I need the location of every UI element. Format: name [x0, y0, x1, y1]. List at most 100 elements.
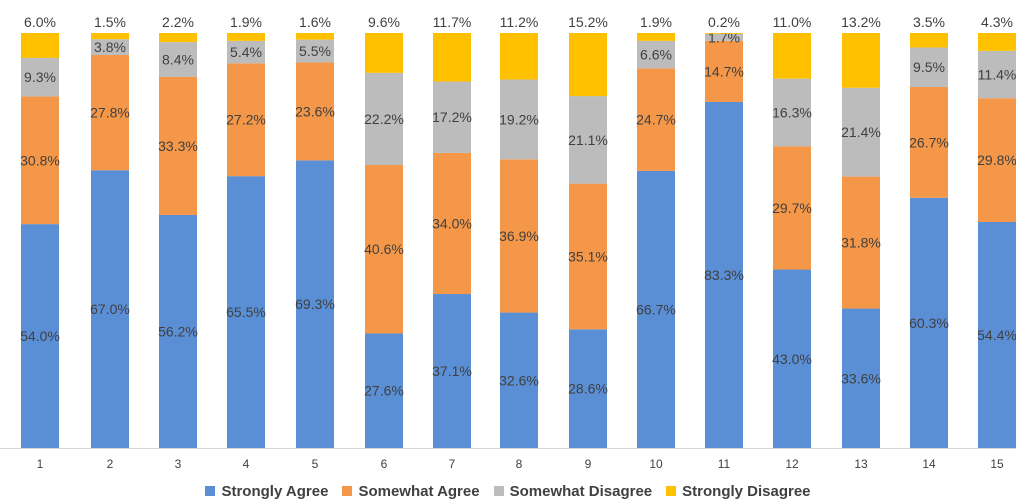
legend-label: Somewhat Disagree — [509, 482, 653, 500]
data-label-somewhat-agree-9: 35.1% — [568, 248, 608, 264]
legend-item-somewhat-disagree: Somewhat Disagree — [493, 482, 653, 500]
bar-somewhat-disagree-13 — [842, 87, 880, 177]
data-label-strongly-disagree-4: 1.9% — [230, 14, 262, 30]
bar-somewhat-agree-2 — [91, 54, 129, 171]
data-label-somewhat-agree-6: 40.6% — [364, 241, 404, 257]
bar-somewhat-agree-6 — [365, 164, 403, 334]
data-label-somewhat-agree-11: 14.7% — [704, 63, 744, 79]
bar-strongly-agree-14 — [910, 197, 948, 448]
bar-strongly-agree-1 — [21, 224, 59, 448]
data-label-strongly-disagree-7: 11.7% — [433, 14, 472, 30]
x-tick-label: 15 — [990, 457, 1004, 471]
bar-strongly-disagree-11 — [705, 33, 743, 34]
bar-strongly-agree-15 — [978, 222, 1016, 448]
x-tick-label: 7 — [449, 457, 456, 471]
data-label-somewhat-disagree-13: 21.4% — [841, 124, 881, 140]
data-label-somewhat-agree-3: 33.3% — [158, 138, 198, 154]
data-label-somewhat-agree-4: 27.2% — [226, 112, 266, 128]
bar-strongly-disagree-12 — [773, 33, 811, 79]
chart-legend: Strongly Agree Somewhat Agree Somewhat Dis… — [0, 482, 1016, 500]
data-label-somewhat-disagree-11: 1.7% — [708, 29, 740, 45]
data-label-somewhat-agree-8: 36.9% — [499, 228, 539, 244]
x-tick-label: 12 — [785, 457, 799, 471]
data-label-somewhat-disagree-12: 16.3% — [772, 104, 812, 120]
bar-somewhat-disagree-2 — [91, 39, 129, 55]
bar-strongly-disagree-2 — [91, 33, 129, 40]
data-label-strongly-disagree-2: 1.5% — [94, 14, 126, 30]
bar-somewhat-disagree-9 — [569, 96, 607, 184]
legend-item-somewhat-agree: Somewhat Agree — [342, 482, 480, 500]
data-label-somewhat-disagree-7: 17.2% — [432, 109, 472, 125]
bar-somewhat-agree-14 — [910, 86, 948, 198]
bar-strongly-disagree-6 — [365, 33, 403, 73]
bar-somewhat-agree-5 — [296, 62, 334, 161]
data-label-strongly-disagree-12: 11.0% — [773, 14, 812, 30]
x-tick-label: 5 — [312, 457, 319, 471]
data-label-somewhat-disagree-9: 21.1% — [568, 132, 608, 148]
data-label-strongly-agree-4: 65.5% — [226, 304, 266, 320]
data-label-somewhat-disagree-8: 19.2% — [499, 111, 539, 127]
data-label-strongly-agree-8: 32.6% — [499, 372, 539, 388]
data-label-somewhat-agree-13: 31.8% — [841, 235, 881, 251]
bar-strongly-agree-13 — [842, 308, 880, 448]
data-label-somewhat-disagree-5: 5.5% — [299, 43, 331, 59]
legend-swatch — [342, 486, 353, 496]
bar-somewhat-agree-4 — [227, 63, 265, 177]
bar-somewhat-agree-11 — [705, 40, 743, 102]
data-label-somewhat-disagree-1: 9.3% — [24, 69, 56, 85]
data-label-strongly-disagree-11: 0.2% — [708, 14, 740, 30]
legend-label: Somewhat Agree — [358, 482, 480, 500]
data-label-strongly-agree-12: 43.0% — [772, 351, 812, 367]
data-label-somewhat-agree-12: 29.7% — [772, 200, 812, 216]
data-label-strongly-agree-5: 69.3% — [295, 296, 335, 312]
x-tick-label: 10 — [649, 457, 663, 471]
data-label-strongly-agree-3: 56.2% — [158, 324, 198, 340]
bar-strongly-agree-2 — [91, 170, 129, 448]
x-tick-label: 2 — [107, 457, 114, 471]
bar-somewhat-disagree-1 — [21, 57, 59, 97]
bar-strongly-agree-9 — [569, 329, 607, 448]
data-label-somewhat-disagree-15: 11.4% — [978, 67, 1016, 83]
bar-strongly-disagree-15 — [978, 33, 1016, 51]
data-label-somewhat-disagree-14: 9.5% — [913, 59, 945, 75]
legend-swatch — [666, 486, 677, 496]
bar-strongly-agree-3 — [159, 215, 197, 448]
data-label-strongly-disagree-1: 6.0% — [24, 14, 56, 30]
bar-strongly-agree-7 — [433, 294, 471, 448]
x-tick-label: 1 — [37, 457, 44, 471]
legend-item-strongly-disagree: Strongly Disagree — [666, 482, 811, 500]
bar-strongly-disagree-9 — [569, 33, 607, 97]
bar-strongly-disagree-1 — [21, 33, 59, 58]
stacked-bar-chart: 54.0%30.8%9.3%6.0%167.0%27.8%3.8%1.5%256… — [0, 14, 1016, 471]
bar-somewhat-agree-10 — [637, 68, 675, 171]
data-label-strongly-disagree-5: 1.6% — [299, 14, 331, 30]
data-label-strongly-disagree-8: 11.2% — [500, 14, 539, 30]
legend-swatch — [493, 486, 504, 496]
x-tick-label: 4 — [243, 457, 250, 471]
data-label-somewhat-disagree-10: 6.6% — [640, 47, 672, 63]
bar-somewhat-disagree-5 — [296, 39, 334, 63]
bar-strongly-agree-8 — [500, 312, 538, 448]
bar-strongly-disagree-14 — [910, 33, 948, 48]
data-label-strongly-agree-6: 27.6% — [364, 383, 404, 399]
data-label-strongly-disagree-15: 4.3% — [981, 14, 1013, 30]
bar-somewhat-agree-13 — [842, 176, 880, 309]
bar-strongly-agree-6 — [365, 333, 403, 448]
data-label-strongly-agree-7: 37.1% — [432, 363, 472, 379]
legend-label: Strongly Agree — [221, 482, 329, 500]
data-label-strongly-agree-15: 54.4% — [977, 327, 1016, 343]
bar-somewhat-agree-12 — [773, 146, 811, 270]
bar-somewhat-disagree-10 — [637, 40, 675, 69]
data-label-strongly-agree-11: 83.3% — [704, 267, 744, 283]
bar-strongly-agree-10 — [637, 170, 675, 449]
legend-swatch — [205, 486, 216, 496]
data-label-strongly-disagree-13: 13.2% — [841, 14, 881, 30]
bar-strongly-disagree-5 — [296, 33, 334, 40]
data-label-somewhat-agree-14: 26.7% — [909, 134, 949, 150]
bar-strongly-agree-4 — [227, 176, 265, 449]
legend-label: Strongly Disagree — [682, 482, 811, 500]
data-label-strongly-agree-2: 67.0% — [90, 301, 130, 317]
bar-somewhat-agree-1 — [21, 96, 59, 225]
data-label-strongly-disagree-9: 15.2% — [568, 14, 608, 30]
bar-somewhat-disagree-12 — [773, 78, 811, 147]
